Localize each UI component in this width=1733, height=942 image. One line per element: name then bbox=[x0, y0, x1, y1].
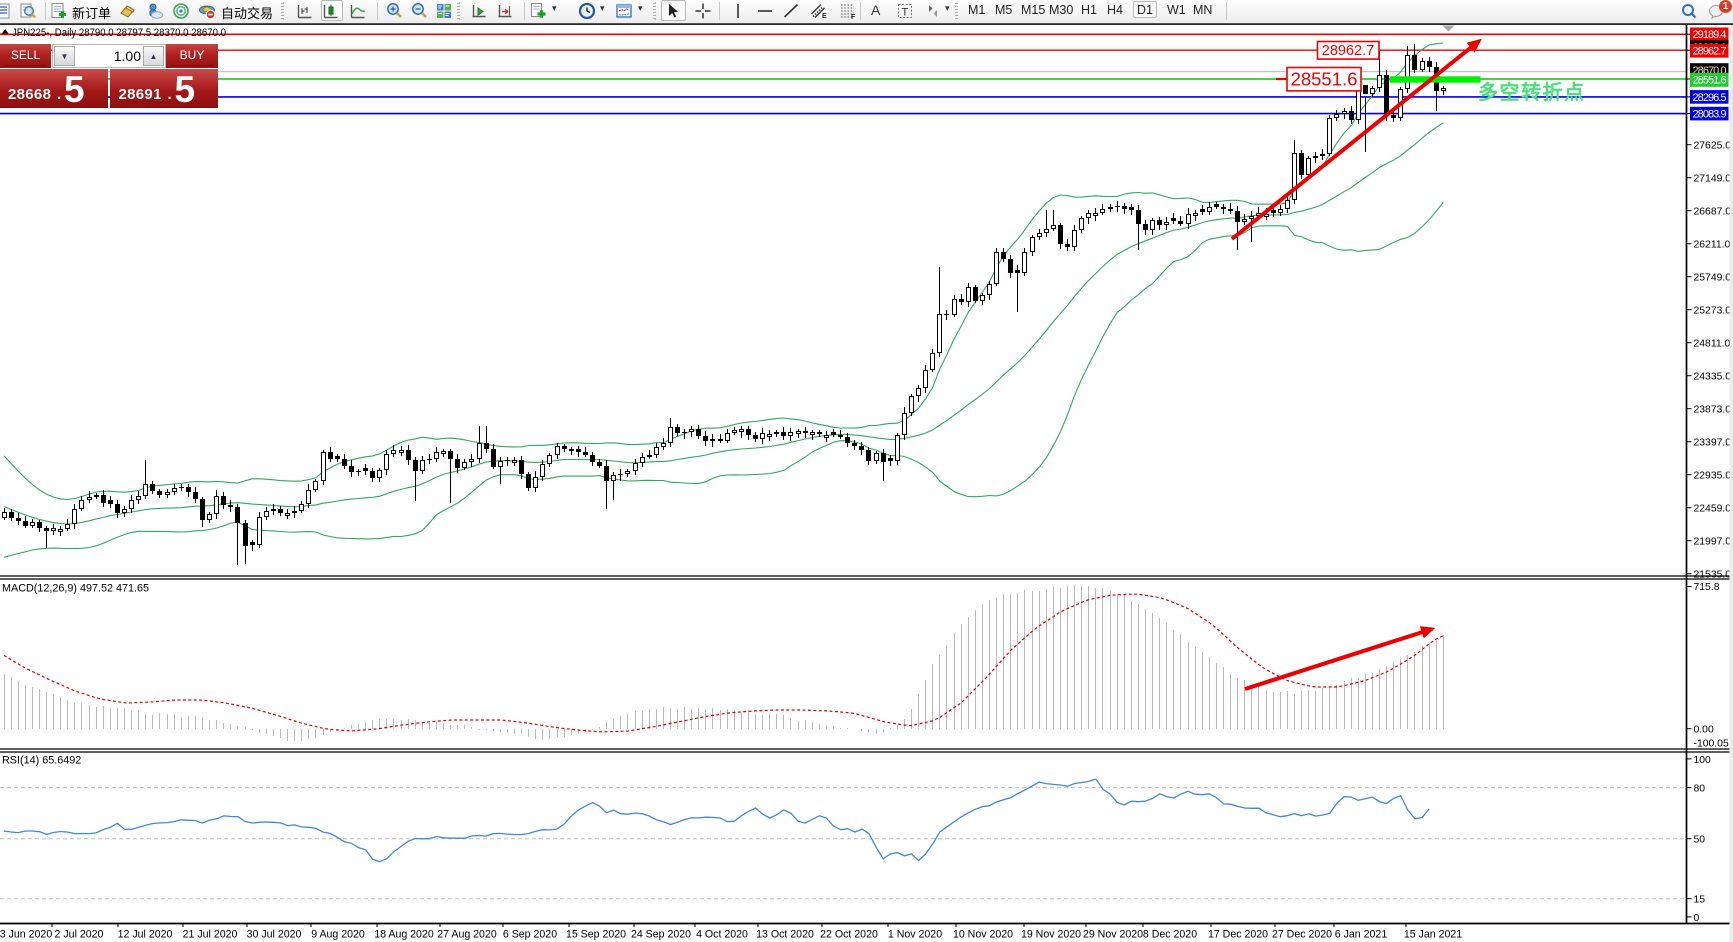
svg-text:26211.0: 26211.0 bbox=[1694, 240, 1731, 251]
svg-text:0: 0 bbox=[1694, 913, 1700, 924]
svg-text:23873.0: 23873.0 bbox=[1694, 405, 1732, 416]
svg-text:MACD(12,26,9) 497.52 471.65: MACD(12,26,9) 497.52 471.65 bbox=[2, 583, 149, 595]
svg-text:28551.6: 28551.6 bbox=[1693, 75, 1727, 87]
svg-text:15 Sep 2020: 15 Sep 2020 bbox=[566, 929, 626, 941]
svg-text:29189.4: 29189.4 bbox=[1693, 29, 1727, 41]
svg-text:12 Jul 2020: 12 Jul 2020 bbox=[118, 929, 173, 941]
svg-text:JPN225-, Daily 28790.0 28797.: JPN225-, Daily 28790.0 28797.5 28370.0 2… bbox=[12, 27, 226, 39]
svg-text:6 Jan 2021: 6 Jan 2021 bbox=[1335, 929, 1388, 941]
svg-text:多空转折点: 多空转折点 bbox=[1478, 80, 1584, 104]
svg-text:E: E bbox=[822, 13, 827, 20]
svg-text:T: T bbox=[902, 7, 909, 19]
svg-text:24 Sep 2020: 24 Sep 2020 bbox=[631, 929, 691, 941]
svg-text:22459.0: 22459.0 bbox=[1694, 504, 1732, 515]
svg-text:23397.0: 23397.0 bbox=[1694, 438, 1732, 449]
svg-text:1 Nov 2020: 1 Nov 2020 bbox=[888, 929, 942, 941]
svg-text:25749.0: 25749.0 bbox=[1694, 273, 1732, 284]
svg-text:15: 15 bbox=[1694, 895, 1706, 906]
svg-text:10 Nov 2020: 10 Nov 2020 bbox=[953, 929, 1013, 941]
svg-text:28962.7: 28962.7 bbox=[1322, 43, 1374, 59]
svg-text:6 Sep 2020: 6 Sep 2020 bbox=[503, 929, 557, 941]
svg-text:-100.05: -100.05 bbox=[1694, 739, 1729, 750]
svg-text:F: F bbox=[851, 14, 856, 20]
svg-text:0.00: 0.00 bbox=[1694, 725, 1714, 736]
svg-text:15 Jan 2021: 15 Jan 2021 bbox=[1404, 929, 1462, 941]
svg-text:26687.0: 26687.0 bbox=[1694, 207, 1732, 218]
svg-text:24811.0: 24811.0 bbox=[1694, 339, 1731, 350]
svg-text:21997.0: 21997.0 bbox=[1694, 537, 1732, 548]
svg-text:25273.0: 25273.0 bbox=[1694, 306, 1732, 317]
svg-text:19 Nov 2020: 19 Nov 2020 bbox=[1021, 929, 1081, 941]
svg-text:27 Dec 2020: 27 Dec 2020 bbox=[1272, 929, 1332, 941]
svg-text:50: 50 bbox=[1694, 835, 1706, 846]
svg-text:4 Oct 2020: 4 Oct 2020 bbox=[696, 929, 748, 941]
svg-text:22 Oct 2020: 22 Oct 2020 bbox=[820, 929, 878, 941]
svg-text:18 Aug 2020: 18 Aug 2020 bbox=[374, 929, 434, 941]
svg-text:2 Jul 2020: 2 Jul 2020 bbox=[55, 929, 104, 941]
svg-text:715.8: 715.8 bbox=[1694, 582, 1720, 593]
svg-text:29 Nov 2020: 29 Nov 2020 bbox=[1083, 929, 1143, 941]
svg-text:27149.0: 27149.0 bbox=[1694, 174, 1732, 185]
svg-text:8 Dec 2020: 8 Dec 2020 bbox=[1143, 929, 1197, 941]
svg-text:13 Oct 2020: 13 Oct 2020 bbox=[756, 929, 814, 941]
svg-text:80: 80 bbox=[1694, 784, 1706, 795]
svg-text:27 Aug 2020: 27 Aug 2020 bbox=[437, 929, 497, 941]
svg-text:9 Aug 2020: 9 Aug 2020 bbox=[311, 929, 365, 941]
svg-text:17 Dec 2020: 17 Dec 2020 bbox=[1208, 929, 1268, 941]
svg-text:27625.0: 27625.0 bbox=[1694, 141, 1732, 152]
svg-text:100: 100 bbox=[1694, 755, 1712, 766]
svg-text:21 Jul 2020: 21 Jul 2020 bbox=[183, 929, 238, 941]
svg-text:3 Jun 2020: 3 Jun 2020 bbox=[0, 929, 52, 941]
svg-text:28962.7: 28962.7 bbox=[1693, 46, 1727, 58]
svg-text:21535.0: 21535.0 bbox=[1694, 570, 1732, 581]
svg-text:RSI(14) 65.6492: RSI(14) 65.6492 bbox=[2, 755, 81, 767]
svg-text:28296.5: 28296.5 bbox=[1693, 92, 1727, 104]
svg-text:30 Jul 2020: 30 Jul 2020 bbox=[247, 929, 302, 941]
svg-text:28083.9: 28083.9 bbox=[1693, 109, 1727, 121]
svg-text:22935.0: 22935.0 bbox=[1694, 471, 1732, 482]
svg-text:28551.6: 28551.6 bbox=[1291, 69, 1358, 90]
svg-text:24335.0: 24335.0 bbox=[1694, 372, 1732, 383]
